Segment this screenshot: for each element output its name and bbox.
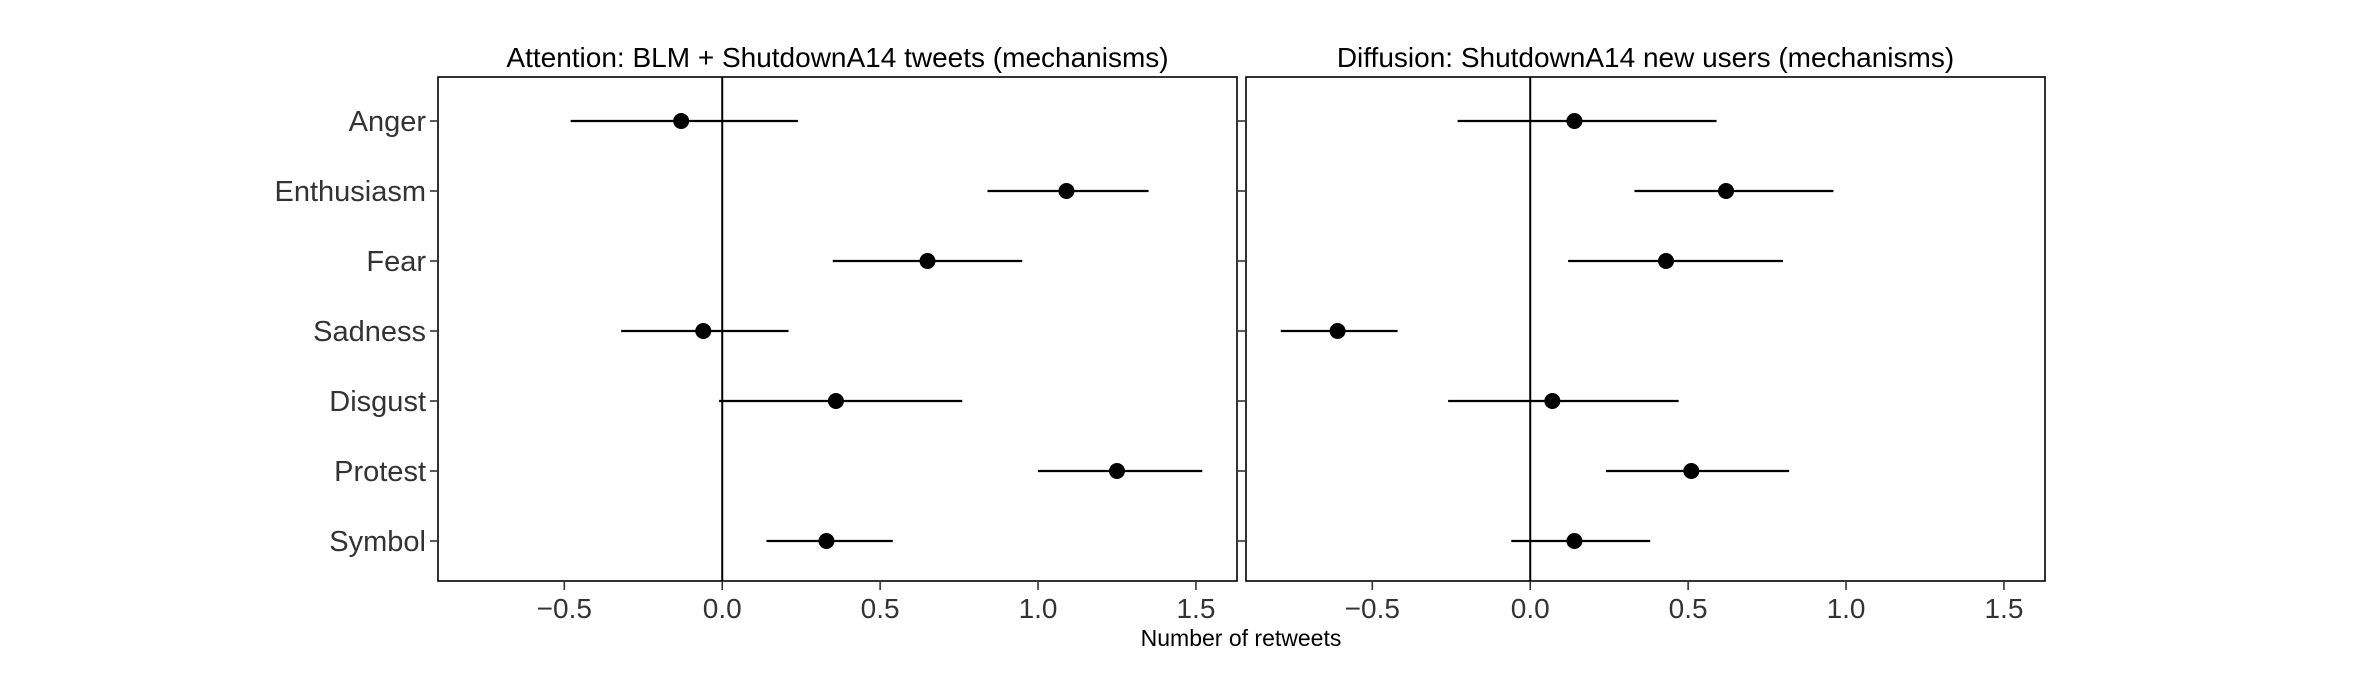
panel-frame — [1245, 76, 2046, 582]
x-tick-label: 0.0 — [703, 593, 742, 624]
panel-frame — [437, 76, 1238, 582]
estimate-point-symbol — [818, 533, 835, 549]
estimate-point-sadness — [695, 323, 712, 339]
estimate-point-symbol — [1566, 533, 1583, 549]
estimate-point-disgust — [827, 393, 844, 409]
category-label: Disgust — [329, 386, 426, 418]
category-label: Symbol — [329, 526, 426, 558]
estimate-point-enthusiasm — [1718, 183, 1735, 199]
estimate-point-anger — [1566, 113, 1583, 129]
x-tick-label: 1.0 — [1019, 593, 1058, 624]
x-tick-label: 0.5 — [1669, 593, 1708, 624]
x-tick-label: 1.0 — [1827, 593, 1866, 624]
x-tick-label: 0.5 — [861, 593, 900, 624]
x-tick-label: −0.5 — [1345, 593, 1400, 624]
x-tick-label: 1.5 — [1176, 593, 1215, 624]
category-label: Sadness — [313, 316, 426, 348]
estimate-point-sadness — [1329, 323, 1346, 339]
estimate-point-enthusiasm — [1058, 183, 1075, 199]
category-label: Anger — [349, 106, 427, 138]
category-label: Protest — [334, 456, 426, 488]
estimate-point-disgust — [1544, 393, 1561, 409]
panel-title: Diffusion: ShutdownA14 new users (mechan… — [1337, 42, 1954, 73]
x-axis-title: Number of retweets — [1141, 625, 1342, 651]
category-label: Enthusiasm — [274, 176, 426, 208]
estimate-point-protest — [1108, 463, 1125, 479]
panel-attention: Attention: BLM + ShutdownA14 tweets (mec… — [274, 42, 1238, 624]
panel-title: Attention: BLM + ShutdownA14 tweets (mec… — [506, 42, 1168, 73]
panel-diffusion: Diffusion: ShutdownA14 new users (mechan… — [1238, 42, 2046, 624]
category-label: Fear — [366, 246, 426, 278]
x-tick-label: 1.5 — [1984, 593, 2023, 624]
estimate-point-anger — [673, 113, 690, 129]
estimate-point-protest — [1683, 463, 1700, 479]
estimate-point-fear — [1658, 253, 1675, 269]
estimate-point-fear — [919, 253, 936, 269]
x-tick-label: −0.5 — [537, 593, 592, 624]
x-tick-label: 0.0 — [1511, 593, 1550, 624]
